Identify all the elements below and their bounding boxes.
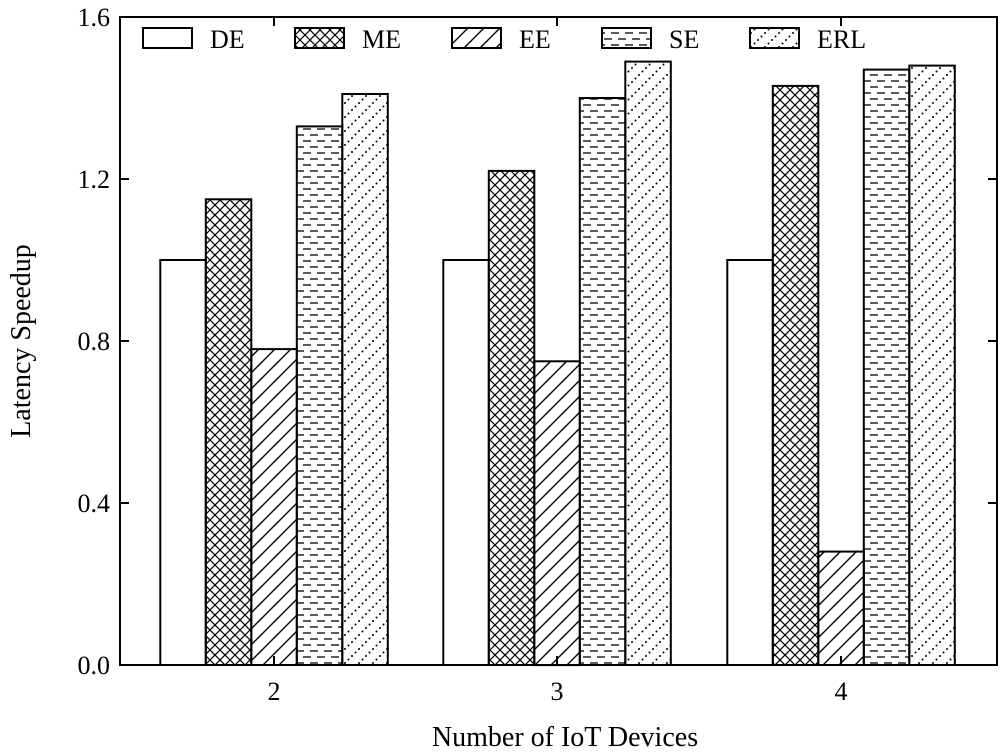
y-tick-label: 0.4 <box>78 489 111 518</box>
legend-swatch-me <box>294 27 345 49</box>
bar-se-2 <box>295 125 344 666</box>
x-axis: 2 3 4 <box>268 17 848 706</box>
x-tick-label: 3 <box>551 677 564 706</box>
bar-erl-3 <box>624 60 672 667</box>
bar-de-4 <box>726 259 774 666</box>
legend-swatch-se <box>601 27 652 49</box>
bar-me-2 <box>204 198 253 667</box>
y-tick-label: 1.6 <box>78 3 111 32</box>
legend: DE ME EE SE ERL <box>142 25 866 54</box>
bar-ee-2 <box>250 348 298 666</box>
legend-label-erl: ERL <box>817 25 866 54</box>
x-tick-label: 4 <box>835 677 848 706</box>
y-axis: 0.0 0.4 0.8 1.2 1.6 <box>78 3 997 680</box>
bar-erl-2 <box>341 93 389 666</box>
y-axis-label: Latency Speedup <box>6 244 37 438</box>
bar-se-4 <box>862 68 911 667</box>
y-tick-label: 1.2 <box>78 165 111 194</box>
bar-ee-3 <box>533 360 581 667</box>
x-axis-label: Number of IoT Devices <box>432 722 698 753</box>
y-tick-label: 0.8 <box>78 327 111 356</box>
legend-swatch-erl <box>749 27 800 49</box>
legend-label-me: ME <box>362 25 401 54</box>
legend-label-se: SE <box>669 25 699 54</box>
bar-me-3 <box>487 169 536 666</box>
bar-de-2 <box>159 259 207 666</box>
bar-me-4 <box>771 84 820 666</box>
legend-label-de: DE <box>210 25 245 54</box>
bar-erl-4 <box>908 64 956 667</box>
legend-swatch-de <box>142 27 193 49</box>
x-tick-label: 2 <box>268 677 281 706</box>
legend-swatch-ee <box>451 27 502 49</box>
bar-ee-4 <box>817 550 865 666</box>
legend-label-ee: EE <box>519 25 551 54</box>
bar-se-3 <box>578 97 627 666</box>
bars-layer <box>159 60 956 667</box>
bar-de-3 <box>442 259 490 666</box>
y-tick-label: 0.0 <box>78 651 111 680</box>
